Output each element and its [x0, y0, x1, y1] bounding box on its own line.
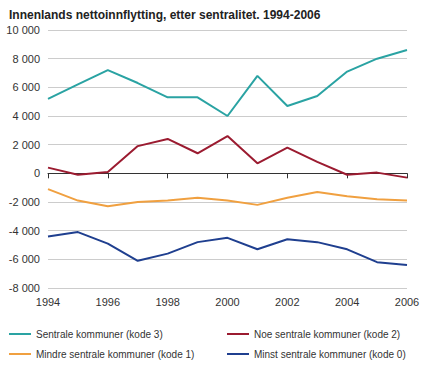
svg-text:-8 000: -8 000 [9, 282, 40, 294]
svg-text:8 000: 8 000 [12, 53, 40, 65]
svg-text:6 000: 6 000 [12, 81, 40, 93]
svg-text:2006: 2006 [395, 296, 419, 308]
svg-text:1996: 1996 [96, 296, 120, 308]
svg-text:Mindre sentrale kommuner (kode: Mindre sentrale kommuner (kode 1) [36, 349, 194, 360]
svg-text:-4 000: -4 000 [9, 225, 40, 237]
svg-text:0: 0 [34, 167, 40, 179]
svg-text:4 000: 4 000 [12, 110, 40, 122]
svg-text:2004: 2004 [335, 296, 359, 308]
svg-text:Innenlands nettoinnflytting, e: Innenlands nettoinnflytting, etter sentr… [9, 8, 321, 22]
svg-text:Minst sentrale kommuner (kode: Minst sentrale kommuner (kode 0) [254, 349, 406, 360]
svg-text:2002: 2002 [275, 296, 299, 308]
svg-text:-2 000: -2 000 [9, 196, 40, 208]
svg-text:1998: 1998 [155, 296, 179, 308]
svg-text:-6 000: -6 000 [9, 253, 40, 265]
svg-text:Sentrale kommuner (kode 3): Sentrale kommuner (kode 3) [36, 329, 163, 340]
svg-text:Noe sentrale kommuner (kode 2): Noe sentrale kommuner (kode 2) [254, 329, 400, 340]
svg-text:2000: 2000 [215, 296, 239, 308]
svg-text:2 000: 2 000 [12, 139, 40, 151]
svg-text:1994: 1994 [36, 296, 60, 308]
svg-text:10 000: 10 000 [6, 24, 40, 36]
